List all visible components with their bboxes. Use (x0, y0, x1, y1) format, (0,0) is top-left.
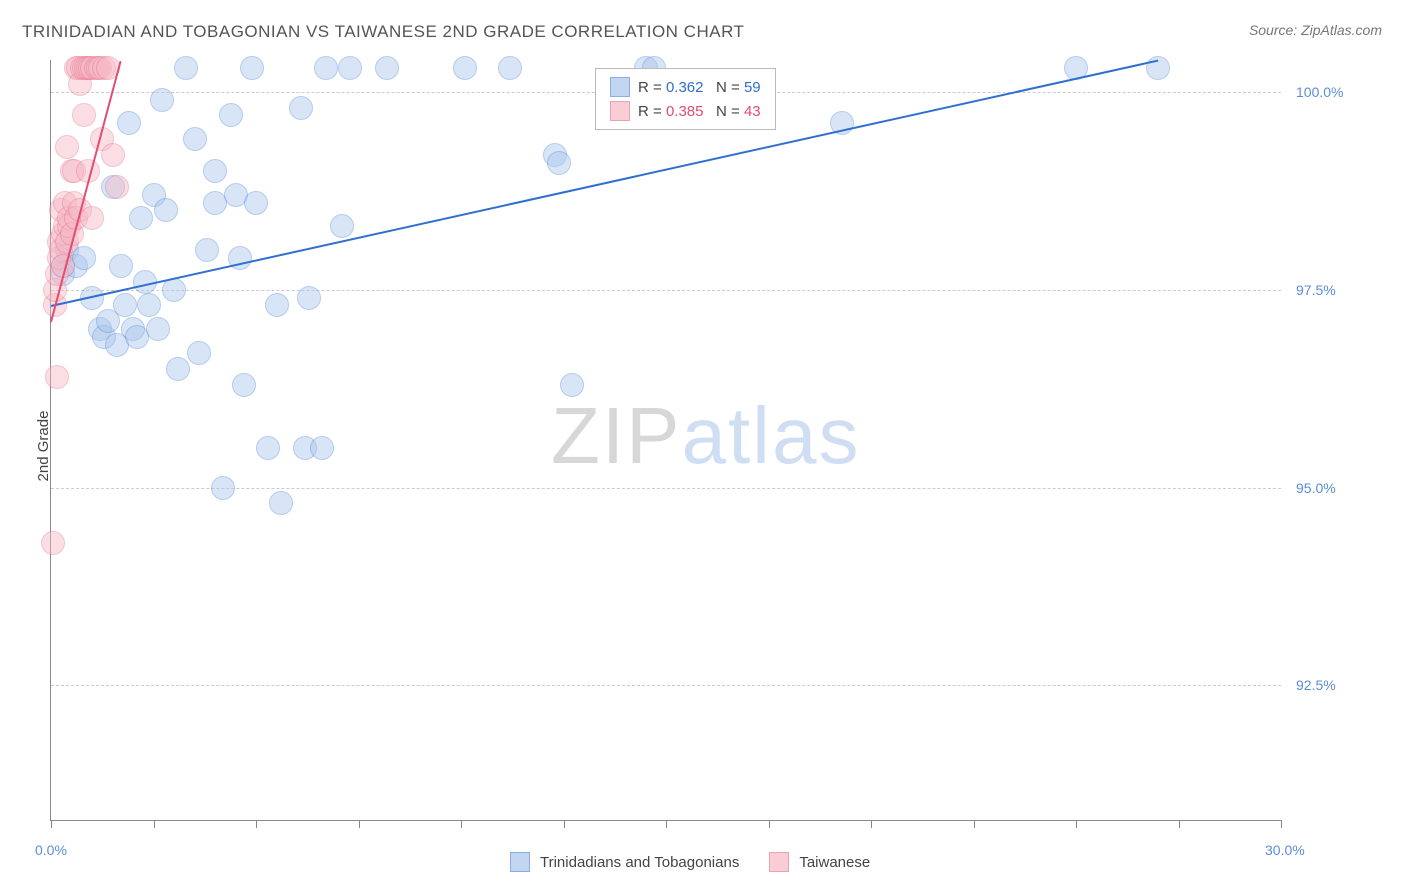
data-point (219, 103, 243, 127)
plot-area: ZIPatlas (50, 60, 1281, 821)
gridline-h (51, 488, 1281, 489)
data-point (113, 293, 137, 317)
legend-stats: R = 0.362 N = 59 (638, 79, 761, 96)
data-point (129, 206, 153, 230)
watermark-atlas: atlas (681, 391, 860, 480)
x-tick-mark (974, 820, 975, 828)
data-point (195, 238, 219, 262)
data-point (338, 56, 362, 80)
data-point (232, 373, 256, 397)
data-point (211, 476, 235, 500)
data-point (101, 143, 125, 167)
data-point (269, 491, 293, 515)
data-point (297, 286, 321, 310)
x-tick-mark (871, 820, 872, 828)
source-label: Source: (1249, 22, 1301, 38)
y-tick-label: 92.5% (1296, 677, 1336, 693)
legend-series-label: Taiwanese (799, 854, 870, 871)
source-attribution: Source: ZipAtlas.com (1249, 22, 1382, 38)
data-point (1146, 56, 1170, 80)
legend-swatch (510, 852, 530, 872)
gridline-h (51, 685, 1281, 686)
y-tick-label: 100.0% (1296, 84, 1343, 100)
x-tick-mark (154, 820, 155, 828)
data-point (72, 103, 96, 127)
data-point (45, 365, 69, 389)
x-tick-mark (564, 820, 565, 828)
data-point (256, 436, 280, 460)
data-point (310, 436, 334, 460)
x-tick-mark (769, 820, 770, 828)
legend-swatch (610, 101, 630, 121)
legend-row: R = 0.362 N = 59 (610, 75, 761, 99)
x-tick-mark (1179, 820, 1180, 828)
series-legend: Trinidadians and Tobagonians Taiwanese (510, 852, 890, 872)
y-tick-label: 95.0% (1296, 480, 1336, 496)
legend-swatch (769, 852, 789, 872)
x-tick-mark (51, 820, 52, 828)
correlation-legend: R = 0.362 N = 59 R = 0.385 N = 43 (595, 68, 776, 130)
x-tick-mark (1076, 820, 1077, 828)
data-point (105, 175, 129, 199)
legend-series-label: Trinidadians and Tobagonians (540, 854, 739, 871)
data-point (166, 357, 190, 381)
x-tick-label: 0.0% (35, 842, 67, 858)
y-tick-label: 97.5% (1296, 282, 1336, 298)
data-point (244, 191, 268, 215)
gridline-h (51, 290, 1281, 291)
data-point (289, 96, 313, 120)
watermark-zip: ZIP (551, 391, 681, 480)
data-point (547, 151, 571, 175)
legend-stats: R = 0.385 N = 43 (638, 103, 761, 120)
data-point (80, 206, 104, 230)
x-tick-mark (359, 820, 360, 828)
data-point (137, 293, 161, 317)
x-tick-mark (666, 820, 667, 828)
data-point (453, 56, 477, 80)
x-tick-mark (1281, 820, 1282, 828)
watermark: ZIPatlas (551, 390, 860, 482)
data-point (560, 373, 584, 397)
data-point (375, 56, 399, 80)
data-point (314, 56, 338, 80)
data-point (55, 135, 79, 159)
data-point (146, 317, 170, 341)
data-point (41, 531, 65, 555)
source-value: ZipAtlas.com (1301, 22, 1382, 38)
data-point (187, 341, 211, 365)
data-point (203, 159, 227, 183)
data-point (154, 198, 178, 222)
legend-swatch (610, 77, 630, 97)
legend-row: R = 0.385 N = 43 (610, 99, 761, 123)
data-point (265, 293, 289, 317)
x-tick-label: 30.0% (1265, 842, 1305, 858)
data-point (109, 254, 133, 278)
x-tick-mark (461, 820, 462, 828)
data-point (150, 88, 174, 112)
data-point (117, 111, 141, 135)
data-point (498, 56, 522, 80)
chart-title: TRINIDADIAN AND TOBAGONIAN VS TAIWANESE … (22, 22, 744, 42)
data-point (240, 56, 264, 80)
data-point (330, 214, 354, 238)
data-point (174, 56, 198, 80)
data-point (183, 127, 207, 151)
x-tick-mark (256, 820, 257, 828)
